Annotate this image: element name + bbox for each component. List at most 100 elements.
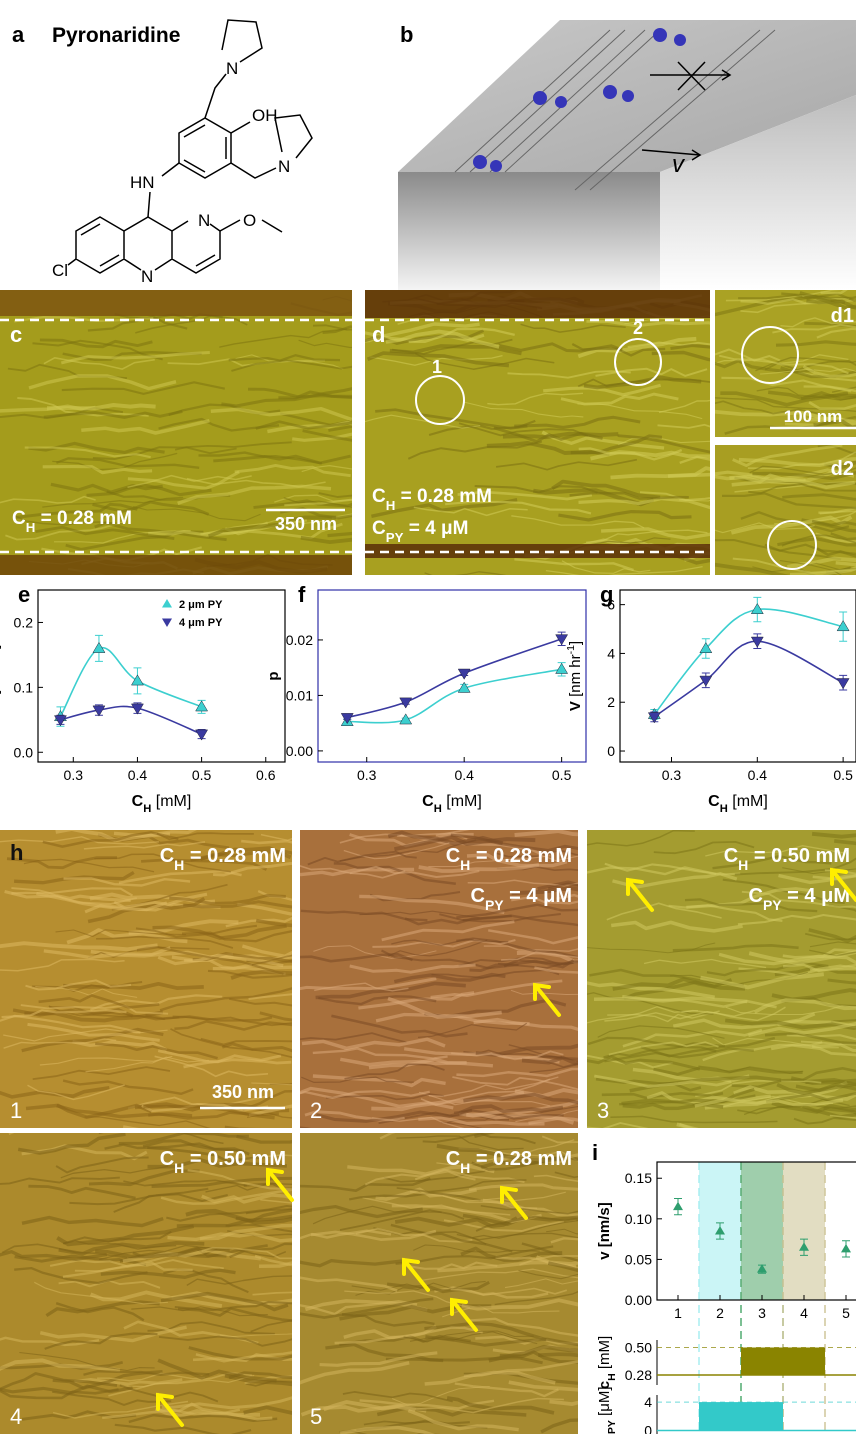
plot-frame [318,590,586,762]
data-point [196,730,208,740]
fit-line [60,706,201,734]
text-segment: C [372,486,386,507]
text-segment: ] [567,641,584,645]
text-segment: C [12,508,26,529]
panel-label: d [372,322,385,347]
level-bar [783,1348,825,1376]
atom-label: N [141,267,153,286]
image-number: 4 [10,1404,22,1429]
text-segment: [mM] [442,793,482,810]
plot-frame [38,590,285,762]
text-segment: H [460,1160,470,1176]
text-segment: C [748,885,762,907]
x-tick-label: 0.5 [192,767,212,783]
panel-label: i [592,1140,598,1165]
x-axis-title: CH [mM] [422,793,482,815]
text-segment: H [738,857,748,873]
text-segment: -1 [565,645,577,654]
condition-band [783,1162,825,1300]
x-tick-label: 0.3 [64,767,84,783]
y-tick-label: 0.2 [14,614,34,630]
atom-label: Cl [52,261,68,280]
atom-label: N [278,157,290,176]
y-tick-label: 4 [644,1394,652,1410]
x-axis-title: CH [mM] [132,793,192,815]
velocity-label: v [672,151,686,178]
x-tick-label: 0.5 [833,767,853,783]
level-bar [699,1402,741,1430]
dark-band [365,290,710,318]
y-axis-title: V [nm hr-1] [565,641,584,711]
text-segment: C [422,793,434,810]
text-segment: H [26,520,36,535]
atom-label: N [198,211,210,230]
text-segment: C [132,793,144,810]
panel-label: d2 [831,458,854,480]
compound-name: Pyronaridine [52,24,180,47]
benzene [179,118,231,178]
panel-label: h [10,840,23,865]
bonds [205,74,276,178]
track-diagram [398,20,856,290]
panel-label: g [600,582,613,607]
text-segment: H [386,498,396,513]
text-segment: PY [606,1420,618,1434]
atom-label: N [226,59,238,78]
text-segment: p [265,671,282,680]
y-tick-label: 0.05 [625,1251,652,1267]
motor [533,91,547,105]
y-tick-label: 0.02 [286,632,313,648]
motor [674,34,686,46]
y-axis-title: p [265,671,282,680]
text-segment: H [434,803,442,815]
text-segment: H [720,803,728,815]
text-segment: = 0.50 mM [184,1148,286,1170]
text-segment: C [446,845,460,867]
panel-label: d1 [831,305,854,327]
legend-marker [162,619,172,628]
text-segment: = 4 μM [782,885,850,907]
atom-label: O [243,211,256,230]
x-tick-label: 0.4 [748,767,768,783]
panel-label: c [10,322,22,347]
y-tick-label: 0.50 [625,1340,652,1356]
x-tick-label: 0.4 [128,767,148,783]
motor [555,96,567,108]
x-tick-label: 0.3 [357,767,377,783]
x-tick-label: 2 [716,1305,724,1321]
text-segment: = 0.28 mM [470,845,572,867]
data-point [131,675,143,685]
text-segment: C [724,845,738,867]
panel-label: a [12,22,25,47]
text-segment: = 4 μM [504,885,572,907]
text-segment: C [160,845,174,867]
image-number: 2 [310,1098,322,1123]
text-segment: v [nm/s] [596,1202,613,1260]
text-segment: C [160,1148,174,1170]
motor [653,28,667,42]
x-tick-label: 3 [758,1305,766,1321]
panel-label: e [18,582,30,607]
text-segment: H [460,857,470,873]
panel-label: b [400,22,413,47]
legend-marker [162,599,172,608]
y-tick-label: 0.28 [625,1367,652,1383]
text-segment: PY [485,897,504,913]
data-point [556,663,568,673]
image-number: 1 [10,1098,22,1123]
scale-bar-label: 350 nm [212,1082,274,1102]
text-segment: [nm hr [567,654,584,701]
motor [622,90,634,102]
x-tick-label: 0.5 [552,767,572,783]
condition-band [741,1162,783,1300]
atom-label: HN [130,173,155,192]
text-segment: = 0.50 mM [748,845,850,867]
legend-label: 2 μm PY [179,599,223,611]
block-front [398,172,660,290]
text-segment: V [567,701,584,711]
text-segment: [mM] [151,793,191,810]
y-tick-label: 2 [607,694,615,710]
y-tick-label: 0.00 [286,743,313,759]
level-bar [741,1348,783,1376]
text-segment: = 4 μM [403,518,468,539]
